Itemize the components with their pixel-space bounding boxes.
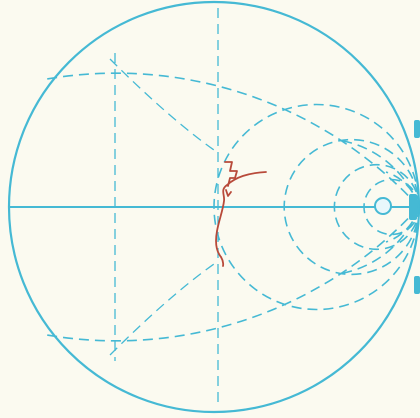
reactance-arc-pos-05	[46, 72, 420, 208]
reactance-arc-pos-1	[213, 1, 420, 208]
construction-lines	[109, 8, 219, 406]
construction-diagonal-lower	[109, 263, 215, 356]
construction-diagonal-upper	[109, 58, 215, 151]
chart-grid	[7, 0, 420, 414]
reactance-arc-neg-1	[213, 206, 420, 413]
edge-tick-lower	[414, 276, 420, 294]
locus-zigzag	[224, 161, 238, 187]
right-edge-markers	[374, 120, 420, 294]
reactance-arc-pos-2	[337, 139, 420, 208]
load-marker	[374, 197, 392, 215]
reactance-arc-neg-4	[385, 206, 420, 243]
reactance-arc-neg-05	[46, 206, 420, 342]
reactance-arc-pos-4	[385, 171, 420, 208]
locus-arrow	[225, 189, 232, 197]
reactance-arcs	[46, 1, 420, 413]
reactance-arc-neg-2	[337, 206, 420, 275]
impedance-locus	[215, 161, 267, 267]
edge-tick-upper	[414, 120, 420, 138]
edge-marker	[409, 194, 417, 220]
